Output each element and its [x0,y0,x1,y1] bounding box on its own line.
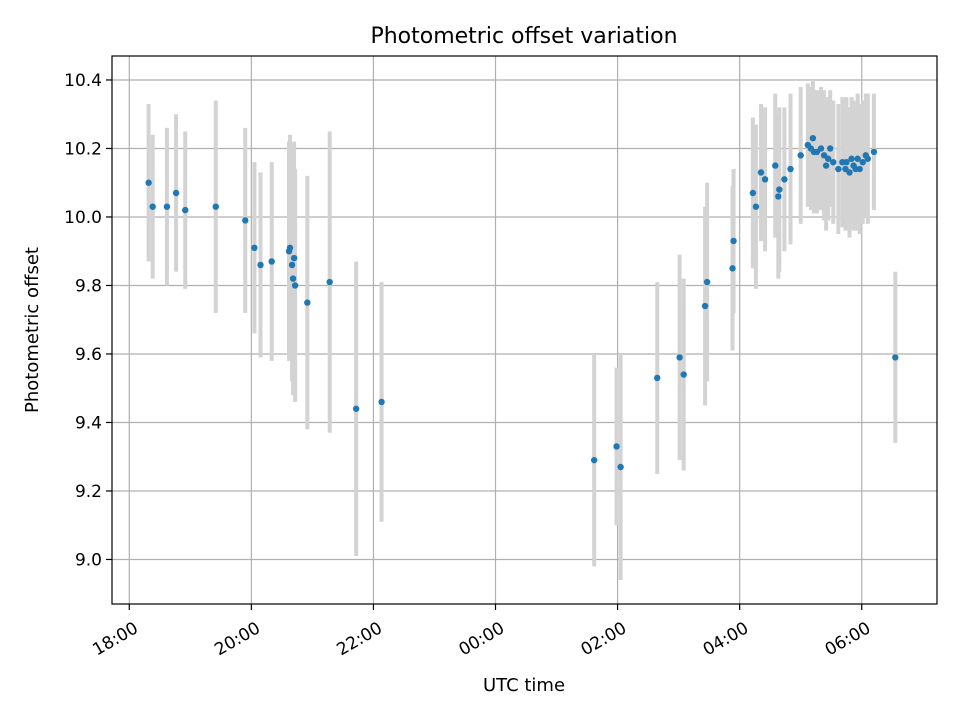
data-point [676,354,683,361]
data-point [268,258,275,265]
data-point [613,443,620,450]
data-point [822,162,830,169]
data-point [163,203,171,210]
data-point [817,145,825,152]
y-axis-label: Photometric offset [22,247,43,413]
data-point [846,169,853,176]
y-tick-label: 9.4 [75,413,102,433]
data-point [826,145,834,152]
data-point [870,148,878,156]
data-point [809,135,817,142]
data-point [212,203,219,210]
data-point [781,176,788,183]
data-point [288,261,296,269]
data-point [729,265,736,272]
data-point [654,374,661,382]
data-point [772,162,779,169]
data-point [680,371,687,378]
data-point [145,179,152,186]
data-point [824,155,832,162]
data-point [848,155,855,162]
data-point [854,155,861,162]
y-tick-label: 9.2 [75,482,102,502]
data-point [291,282,299,289]
data-point [730,237,737,245]
data-point [378,398,385,406]
data-point [835,165,842,173]
data-point [797,152,804,159]
x-axis-label: UTC time [483,675,565,696]
y-tick-label: 9.8 [75,276,102,296]
data-point [617,463,624,471]
data-point [752,203,760,210]
chart-title: Photometric offset variation [370,24,677,49]
data-point [757,169,765,176]
data-point [776,186,783,193]
data-point [182,206,189,214]
data-point [289,275,297,282]
grid-lines [112,56,937,604]
data-point [859,158,866,166]
data-point [856,165,863,173]
data-point [242,217,249,224]
y-axis-ticks: 9.0 9.2 9.4 9.6 9.8 10.0 10.2 10.4 [64,71,112,570]
data-point [843,158,850,166]
data-point [775,193,782,200]
data-point [830,158,837,166]
data-point [257,261,264,269]
data-point [326,278,333,286]
data-point [864,155,872,162]
y-tick-label: 10.2 [64,139,102,159]
data-point [304,299,311,306]
y-tick-label: 10.0 [64,208,102,228]
data-point [286,244,294,251]
data-point [761,176,769,183]
data-point [787,165,794,173]
data-point [251,244,258,251]
y-tick-label: 10.4 [64,71,102,91]
y-tick-label: 9.6 [75,345,102,365]
data-point [892,354,899,361]
data-point [149,203,156,210]
data-points [145,135,899,471]
data-point [172,189,180,197]
data-point [703,278,711,286]
data-point [352,405,360,412]
data-point [290,254,298,262]
data-point [590,456,598,464]
data-point [701,302,709,310]
y-tick-label: 9.0 [75,550,102,570]
plot-frame [111,55,938,605]
data-point [749,189,757,197]
